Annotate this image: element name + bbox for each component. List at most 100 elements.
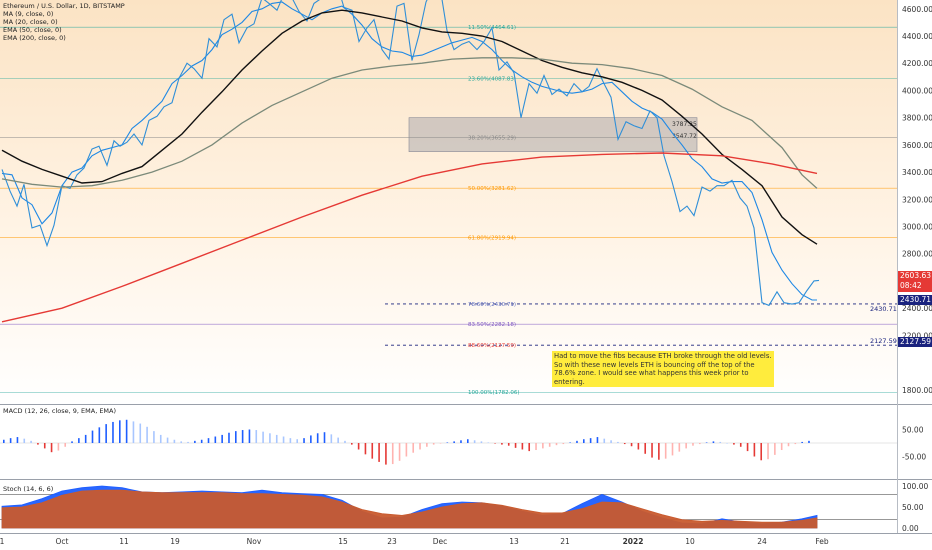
series-line-0 bbox=[1, 1, 817, 301]
x-tick-4: Nov bbox=[247, 537, 262, 546]
macd-bar-23 bbox=[159, 434, 162, 443]
fib-label-1: 23.60%(4087.83) bbox=[468, 76, 516, 82]
macd-bar-58 bbox=[398, 443, 401, 461]
y-tick-3: 4000.00 bbox=[902, 86, 932, 95]
macd-bar-91 bbox=[623, 443, 626, 445]
y-tick-7: 3200.00 bbox=[902, 195, 932, 204]
macd-bar-67 bbox=[460, 440, 462, 443]
macd-bar-87 bbox=[596, 437, 599, 443]
macd-bar-21 bbox=[146, 426, 148, 443]
symbol-title[interactable]: Ethereum / U.S. Dollar, 1D, BITSTAMP bbox=[3, 2, 125, 10]
macd-bar-115 bbox=[787, 443, 790, 447]
macd-bar-7 bbox=[50, 443, 53, 453]
x-tick-12: 24 bbox=[757, 537, 767, 546]
macd-bar-29 bbox=[200, 439, 203, 443]
fib-label-6: 83.50%(2282.18) bbox=[468, 322, 516, 328]
macd-bar-1 bbox=[9, 438, 12, 443]
macd-bar-95 bbox=[651, 443, 653, 458]
macd-bar-6 bbox=[43, 443, 46, 449]
main-legend: Ethereum / U.S. Dollar, 1D, BITSTAMP MA … bbox=[3, 2, 125, 42]
fib-zone-box bbox=[408, 117, 698, 152]
macd-bar-108 bbox=[739, 443, 742, 447]
legend-ema50[interactable]: EMA (50, close, 0) bbox=[3, 26, 62, 34]
legend-ma9[interactable]: MA (9, close, 0) bbox=[3, 10, 54, 18]
macd-bar-59 bbox=[405, 443, 408, 457]
macd-legend[interactable]: MACD (12, 26, close, 9, EMA, EMA) bbox=[3, 407, 117, 415]
legend-ma20[interactable]: MA (20, close, 0) bbox=[3, 18, 58, 26]
macd-bar-51 bbox=[351, 443, 353, 445]
macd-bar-41 bbox=[282, 436, 285, 443]
macd-bar-68 bbox=[467, 439, 469, 443]
macd-bar-61 bbox=[419, 443, 421, 450]
macd-bar-84 bbox=[576, 440, 578, 443]
macd-bar-36 bbox=[248, 429, 251, 443]
countdown-value: 08:42 bbox=[900, 281, 922, 290]
pane-separator-stoch[interactable] bbox=[0, 479, 932, 480]
fib-label-7: 88.60%(2127.59) bbox=[468, 343, 516, 349]
stoch-y-tick-1: 50.00 bbox=[902, 503, 924, 512]
fib-label-3: 50.00%(3281.62) bbox=[468, 186, 516, 192]
stoch-area-1 bbox=[1, 489, 818, 529]
macd-bar-78 bbox=[535, 443, 537, 451]
macd-bar-35 bbox=[241, 430, 244, 443]
last-price-value: 2603.63 bbox=[900, 271, 932, 280]
box-label-upper: 3787.35 bbox=[672, 121, 697, 128]
macd-bar-31 bbox=[214, 436, 217, 443]
x-tick-3: 19 bbox=[170, 537, 180, 546]
series-line-4 bbox=[1, 152, 818, 323]
x-tick-9: 21 bbox=[560, 537, 570, 546]
macd-bar-82 bbox=[562, 443, 565, 445]
macd-bar-34 bbox=[235, 431, 237, 443]
macd-bar-32 bbox=[221, 434, 223, 443]
macd-bar-76 bbox=[521, 443, 524, 450]
macd-bar-96 bbox=[658, 443, 660, 460]
series-line-3 bbox=[1, 57, 818, 189]
macd-bar-53 bbox=[364, 443, 367, 455]
macd-bar-26 bbox=[180, 441, 183, 443]
macd-bar-102 bbox=[699, 443, 701, 445]
macd-bar-81 bbox=[555, 443, 558, 446]
box-label-lower: 3547.72 bbox=[672, 133, 697, 140]
macd-bar-62 bbox=[426, 443, 428, 447]
pane-separator-macd[interactable] bbox=[0, 404, 932, 405]
y-tick-5: 3600.00 bbox=[902, 141, 932, 150]
macd-bar-57 bbox=[391, 443, 394, 465]
y-tick-10: 2400.00 bbox=[902, 304, 932, 313]
macd-bar-22 bbox=[153, 431, 155, 443]
y-tick-9: 2800.00 bbox=[902, 250, 932, 259]
x-tick-10: 2022 bbox=[623, 537, 644, 546]
macd-bar-50 bbox=[344, 440, 346, 443]
macd-bar-80 bbox=[548, 443, 551, 447]
y-tick-11: 2200.00 bbox=[902, 331, 932, 340]
macd-bar-79 bbox=[542, 443, 544, 449]
macd-bar-64 bbox=[439, 443, 442, 444]
macd-bar-109 bbox=[746, 443, 749, 452]
fib-label-2: 38.20%(3655.29) bbox=[468, 135, 516, 141]
annotation-note[interactable]: Had to move the fibs because ETH broke t… bbox=[552, 351, 774, 387]
macd-bar-27 bbox=[187, 441, 189, 443]
macd-bar-17 bbox=[119, 420, 121, 443]
macd-y-tick-0: 50.00 bbox=[902, 426, 924, 435]
stoch-legend[interactable]: Stoch (14, 6, 6) bbox=[3, 485, 54, 493]
macd-bar-90 bbox=[617, 441, 619, 443]
x-tick-1: Oct bbox=[56, 537, 69, 546]
macd-bar-38 bbox=[262, 431, 264, 443]
macd-bar-19 bbox=[132, 421, 135, 443]
macd-bar-54 bbox=[371, 443, 374, 459]
macd-bar-11 bbox=[78, 438, 80, 443]
macd-bar-118 bbox=[808, 440, 810, 443]
series-line-1 bbox=[1, 0, 820, 307]
series-line-2 bbox=[1, 9, 818, 245]
macd-bar-89 bbox=[610, 440, 612, 443]
macd-bar-52 bbox=[357, 443, 360, 450]
dashed-line-label-886: 2127.59 bbox=[870, 337, 897, 345]
x-tick-2: 11 bbox=[119, 537, 129, 546]
macd-bar-15 bbox=[105, 424, 107, 443]
macd-bar-117 bbox=[801, 441, 803, 443]
macd-bar-110 bbox=[753, 443, 756, 457]
macd-bar-25 bbox=[173, 439, 176, 443]
macd-bar-98 bbox=[671, 443, 674, 456]
macd-bar-37 bbox=[255, 430, 258, 443]
legend-ema200[interactable]: EMA (200, close, 0) bbox=[3, 34, 66, 42]
